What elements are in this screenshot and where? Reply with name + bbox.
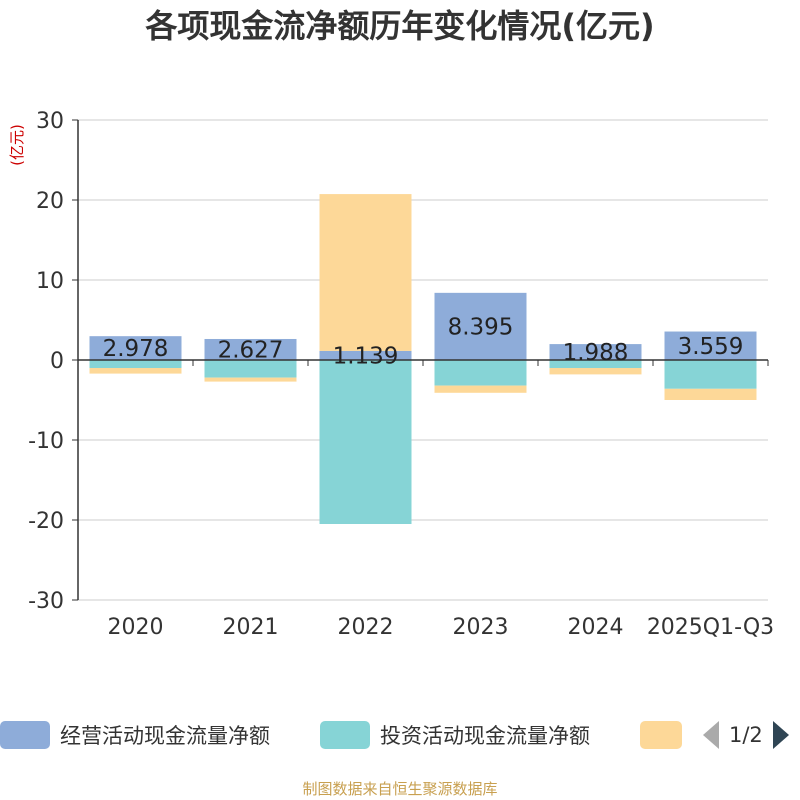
y-tick-label: -30 [28,589,64,614]
bar-operating [664,331,757,360]
bar-financing [664,388,757,400]
y-tick-label: 20 [36,189,64,214]
bar-investing [434,360,527,386]
legend-label-operating: 经营活动现金流量净额 [60,724,270,748]
bar-financing [204,377,297,382]
legend-page-indicator: 1/2 [729,723,763,747]
legend-swatch-investing [320,721,370,749]
bar-operating [89,336,182,360]
bar-operating [434,292,527,360]
bar-operating [549,344,642,360]
y-tick-label: 0 [50,349,64,374]
legend-pager: 1/2 [703,718,789,752]
y-tick-label: -20 [28,509,64,534]
bar-operating [204,338,297,360]
bar-financing [434,385,527,393]
legend-swatch-financing [640,721,682,749]
bar-investing [204,360,297,378]
x-tick-label: 2020 [108,615,164,640]
cash-flow-chart: (亿元) 30 20 10 0 -10 -20 -30 2020 2021 2022 2023 2024… [8,109,774,640]
bar-investing [549,360,642,368]
legend-label-investing: 投资活动现金流量净额 [380,724,590,748]
data-label: 2.627 [218,337,284,363]
bar-financing [89,368,182,374]
x-tick-label: 2021 [223,615,279,640]
y-tick-label: 10 [36,269,64,294]
legend-prev-icon[interactable] [703,721,719,749]
data-label: 8.395 [448,314,514,340]
x-tick-label: 2023 [453,615,509,640]
y-tick-label: -10 [28,429,64,454]
data-source-note: 制图数据来自恒生聚源数据库 [302,780,498,798]
y-axis-unit-label: (亿元) [8,124,26,166]
legend-next-icon[interactable] [772,721,789,749]
data-label: 1.139 [333,343,399,369]
y-tick-label: 30 [36,109,64,134]
legend-item-financing[interactable] [640,718,682,752]
legend: 经营活动现金流量净额 投资活动现金流量净额 1/2 [0,718,800,752]
legend-item-investing[interactable]: 投资活动现金流量净额 [320,718,590,752]
data-label: 1.988 [563,340,629,366]
chart-title: 各项现金流净额历年变化情况(亿元) [145,7,655,45]
bar-investing [89,360,182,368]
bar-investing [664,360,757,389]
x-tick-label: 2025Q1-Q3 [647,615,774,640]
data-label: 3.559 [678,334,744,360]
legend-item-operating[interactable]: 经营活动现金流量净额 [0,718,270,752]
bar-operating [319,350,412,360]
bar-investing [319,360,412,524]
legend-swatch-operating [0,721,50,749]
bar-financing [549,368,642,375]
data-label: 2.978 [103,336,169,362]
x-tick-label: 2024 [568,615,624,640]
bar-financing [319,194,412,351]
x-tick-label: 2022 [338,615,394,640]
